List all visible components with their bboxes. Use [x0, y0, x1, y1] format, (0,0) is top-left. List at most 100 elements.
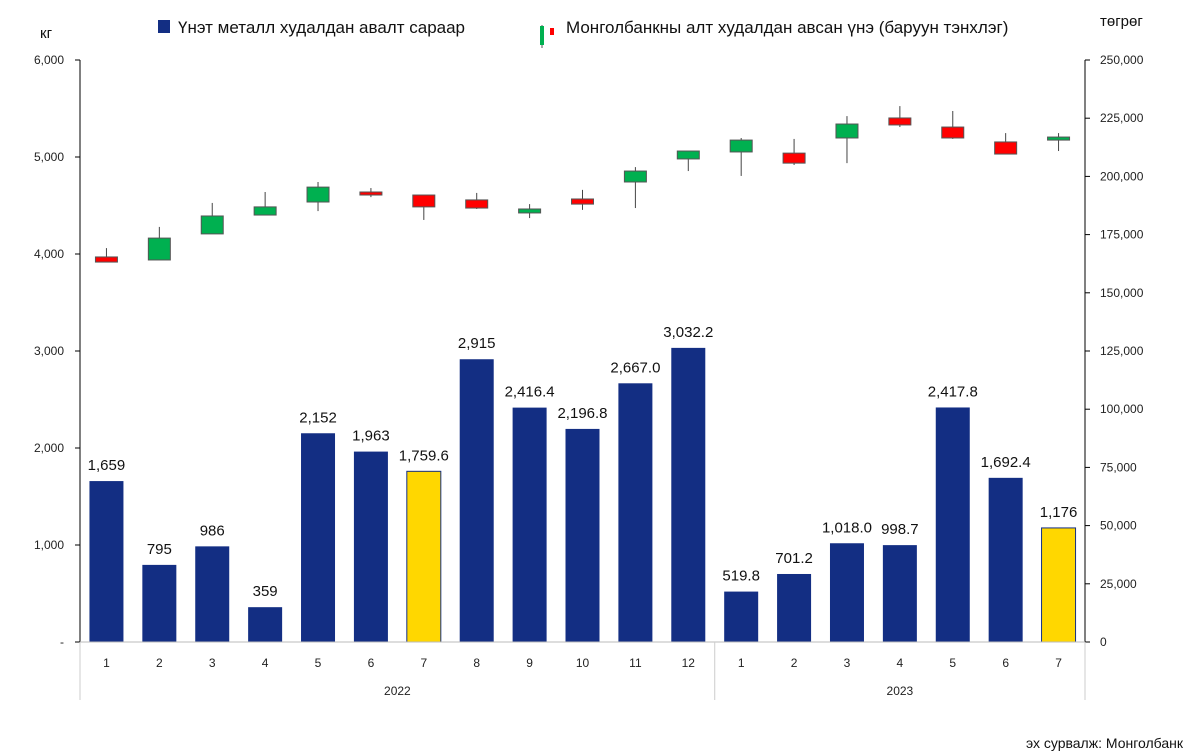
bar — [565, 428, 600, 642]
left-tick-label: - — [60, 635, 64, 649]
right-tick-label: 50,000 — [1100, 519, 1137, 533]
bar — [777, 573, 812, 642]
candle-body — [941, 126, 965, 139]
right-tick-label: 75,000 — [1100, 460, 1137, 474]
bar-data-label: 2,417.8 — [928, 383, 978, 400]
bar-data-label: 1,692.4 — [981, 454, 1031, 471]
bar — [301, 433, 336, 642]
bar — [195, 546, 230, 642]
bar-data-label: 2,915 — [458, 335, 496, 352]
year-label: 2023 — [887, 684, 914, 698]
bar — [512, 407, 547, 642]
candle-body — [835, 123, 859, 139]
bar-data-label: 2,416.4 — [505, 384, 555, 401]
x-tick-label: 2 — [156, 656, 163, 670]
x-tick-label: 7 — [1055, 656, 1062, 670]
x-tick-label: 12 — [682, 656, 696, 670]
bar — [935, 407, 970, 642]
bar — [618, 383, 653, 642]
right-tick-label: 100,000 — [1100, 402, 1144, 416]
bar — [248, 607, 283, 642]
right-tick-label: 250,000 — [1100, 53, 1144, 67]
bar-data-label: 1,018.0 — [822, 519, 872, 536]
x-tick-label: 5 — [315, 656, 322, 670]
x-tick-label: 6 — [368, 656, 375, 670]
left-tick-label: 2,000 — [34, 441, 64, 455]
candle-body — [147, 237, 171, 261]
candle-body — [412, 194, 436, 208]
x-tick-label: 5 — [949, 656, 956, 670]
legend-bar-label: Үнэт металл худалдан авалт сараар — [178, 18, 465, 37]
candle-body — [518, 208, 542, 214]
legend-candle-down-icon — [550, 28, 554, 35]
bar — [829, 543, 864, 642]
legend-candle-label: Монголбанкны алт худалдан авсан үнэ (бар… — [566, 18, 1008, 37]
left-axis-unit: кг — [40, 25, 53, 42]
bar-data-label: 1,963 — [352, 428, 390, 445]
bar — [1041, 527, 1077, 643]
bar — [724, 591, 759, 642]
x-tick-label: 3 — [844, 656, 851, 670]
bar-data-label: 795 — [147, 541, 172, 558]
left-tick-label: 6,000 — [34, 53, 64, 67]
x-tick-label: 11 — [629, 656, 642, 670]
right-tick-label: 175,000 — [1100, 228, 1144, 242]
legend-candle-up-icon — [540, 26, 544, 45]
x-tick-label: 4 — [897, 656, 904, 670]
candle-body — [1047, 136, 1071, 141]
x-tick-label: 2 — [791, 656, 798, 670]
bar — [89, 481, 124, 642]
candle-body — [571, 198, 594, 205]
right-tick-label: 225,000 — [1100, 111, 1144, 125]
candle-body — [465, 199, 489, 209]
x-tick-label: 3 — [209, 656, 216, 670]
candle-body — [623, 170, 647, 183]
left-tick-label: 1,000 — [34, 538, 64, 552]
bar-data-label: 1,759.6 — [399, 447, 449, 464]
bar-data-label: 986 — [200, 522, 225, 539]
bar-data-label: 701.2 — [775, 550, 813, 567]
source-note: эх сурвалж: Монголбанк — [1026, 735, 1184, 751]
right-tick-label: 200,000 — [1100, 169, 1144, 183]
year-label: 2022 — [384, 684, 411, 698]
bar-data-label: 2,196.8 — [557, 405, 607, 422]
right-tick-label: 0 — [1100, 635, 1107, 649]
right-axis-unit: төгрөг — [1100, 13, 1143, 30]
candle-body — [200, 215, 224, 235]
bar-data-label: 519.8 — [722, 568, 760, 585]
bar — [459, 359, 494, 642]
left-tick-label: 4,000 — [34, 247, 64, 261]
x-tick-label: 1 — [738, 656, 745, 670]
bar — [353, 451, 388, 642]
candle-body — [676, 150, 700, 160]
bar — [882, 545, 917, 642]
x-tick-label: 4 — [262, 656, 269, 670]
x-tick-label: 1 — [103, 656, 110, 670]
right-tick-label: 125,000 — [1100, 344, 1144, 358]
candle-body — [306, 186, 330, 203]
left-tick-label: 5,000 — [34, 150, 64, 164]
candle-body — [94, 256, 118, 263]
bar-data-label: 2,667.0 — [610, 359, 660, 376]
bar — [988, 477, 1023, 642]
bar — [142, 564, 177, 642]
candle-body — [729, 139, 753, 153]
left-tick-label: 3,000 — [34, 344, 64, 358]
bar-data-label: 359 — [253, 583, 278, 600]
candle-body — [782, 152, 806, 164]
right-tick-label: 150,000 — [1100, 286, 1144, 300]
candle-body — [359, 191, 383, 196]
right-tick-label: 25,000 — [1100, 577, 1137, 591]
candle-body — [253, 206, 277, 216]
candle-body — [888, 117, 912, 126]
x-tick-label: 8 — [473, 656, 480, 670]
x-tick-label: 7 — [420, 656, 427, 670]
bar — [671, 347, 706, 642]
x-tick-label: 10 — [576, 656, 590, 670]
bar-data-label: 998.7 — [881, 521, 919, 538]
x-tick-label: 6 — [1002, 656, 1009, 670]
bar — [406, 470, 442, 643]
x-tick-label: 9 — [526, 656, 533, 670]
candle-body — [994, 141, 1018, 155]
